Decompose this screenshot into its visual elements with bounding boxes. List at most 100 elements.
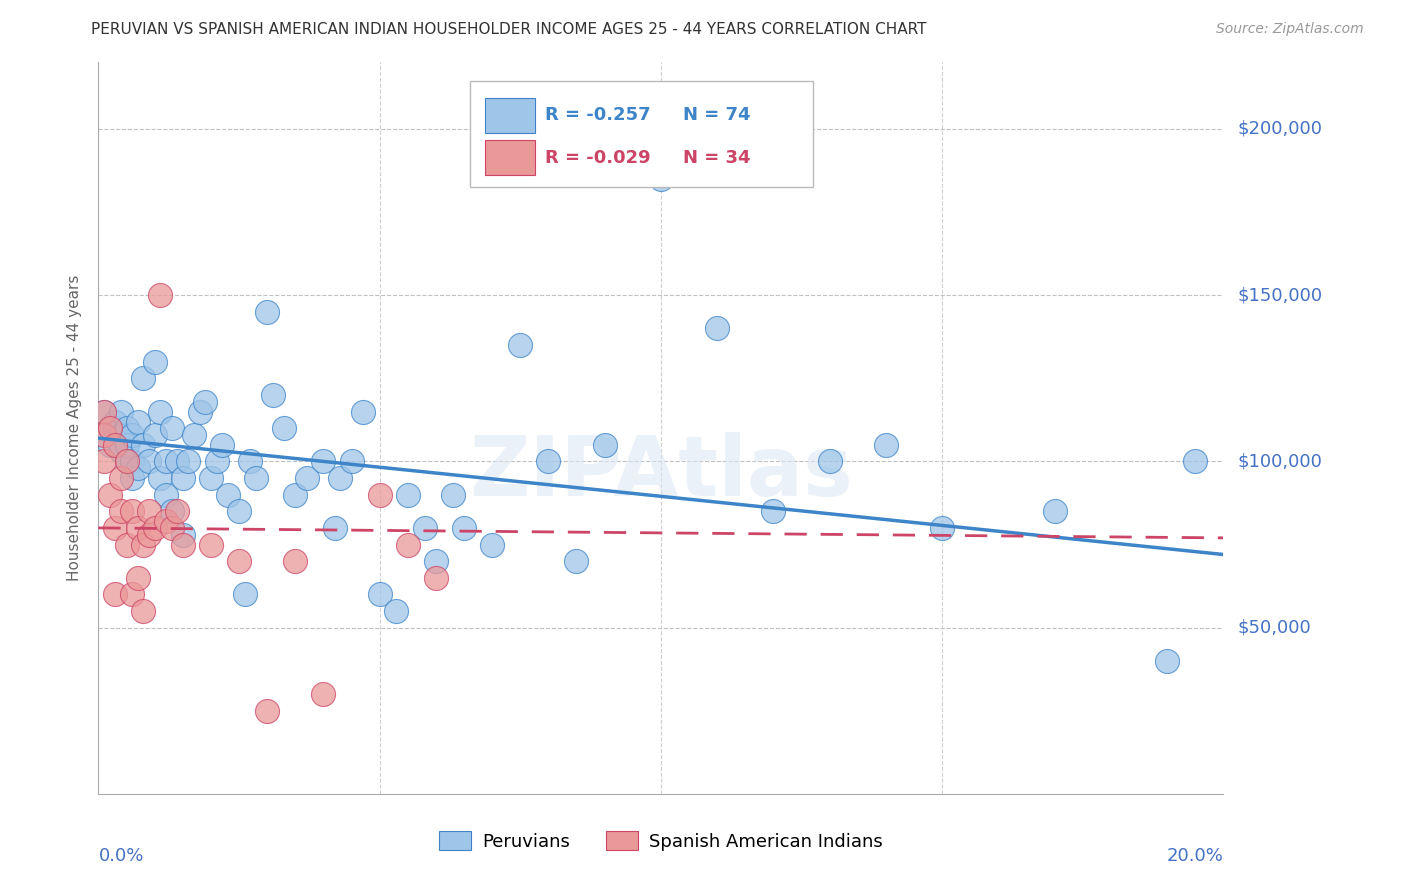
Point [385,604,408,618]
Point [284,554,307,568]
Point [188,404,211,418]
Text: R = -0.029: R = -0.029 [546,149,651,167]
Point [104,587,127,601]
Point [155,514,177,528]
Point [245,471,267,485]
Point [172,537,194,551]
Point [127,521,149,535]
Point [149,471,172,485]
Point [132,537,155,551]
Point [593,438,616,452]
Point [121,427,143,442]
Point [295,471,318,485]
Point [818,454,841,468]
Point [98,421,121,435]
Point [183,427,205,442]
Point [1043,504,1066,518]
Point [425,571,447,585]
Text: 0.0%: 0.0% [98,847,143,865]
Point [132,438,155,452]
Point [155,488,177,502]
Point [256,305,278,319]
Point [115,421,138,435]
Point [127,415,149,429]
Point [481,537,503,551]
Point [284,488,307,502]
Point [200,471,222,485]
Point [138,504,160,518]
Point [368,488,391,502]
Point [115,454,138,468]
Point [172,527,194,541]
Text: 20.0%: 20.0% [1167,847,1223,865]
Text: N = 34: N = 34 [683,149,751,167]
Point [340,454,363,468]
Point [537,454,560,468]
Point [110,404,132,418]
Point [143,521,166,535]
Point [110,471,132,485]
Legend: Peruvians, Spanish American Indians: Peruvians, Spanish American Indians [432,824,890,858]
Point [194,394,217,409]
Point [115,438,138,452]
Point [706,321,728,335]
Point [127,571,149,585]
Point [98,438,121,452]
Point [93,454,115,468]
Point [98,488,121,502]
Text: ZIPAtlas: ZIPAtlas [468,432,853,513]
Point [509,338,531,352]
Text: $50,000: $50,000 [1237,619,1310,637]
Text: PERUVIAN VS SPANISH AMERICAN INDIAN HOUSEHOLDER INCOME AGES 25 - 44 YEARS CORREL: PERUVIAN VS SPANISH AMERICAN INDIAN HOUS… [91,22,927,37]
Point [121,471,143,485]
Point [98,421,121,435]
Point [312,454,335,468]
Point [228,504,250,518]
Point [104,431,127,445]
Point [262,388,284,402]
Point [256,704,278,718]
Point [160,504,183,518]
Point [273,421,295,435]
Point [200,537,222,551]
Point [413,521,436,535]
Point [1184,454,1206,468]
Point [425,554,447,568]
Point [166,454,188,468]
Point [177,454,200,468]
Point [396,488,419,502]
Text: $200,000: $200,000 [1237,120,1322,138]
Point [138,527,160,541]
Text: $150,000: $150,000 [1237,286,1322,304]
Point [104,415,127,429]
Point [132,604,155,618]
Point [762,504,785,518]
Point [396,537,419,551]
Text: Source: ZipAtlas.com: Source: ZipAtlas.com [1216,22,1364,37]
Point [127,461,149,475]
Point [93,404,115,418]
Point [104,438,127,452]
Point [115,537,138,551]
Point [160,521,183,535]
Point [160,421,183,435]
Point [650,171,672,186]
Point [143,354,166,368]
Point [138,454,160,468]
Point [132,371,155,385]
Y-axis label: Householder Income Ages 25 - 44 years: Householder Income Ages 25 - 44 years [66,275,82,582]
Point [233,587,256,601]
Point [205,454,228,468]
Point [110,427,132,442]
Point [1156,654,1178,668]
Point [93,427,115,442]
Point [217,488,239,502]
Point [104,521,127,535]
Point [323,521,346,535]
Point [149,404,172,418]
Point [121,454,143,468]
Point [110,444,132,458]
Point [115,454,138,468]
Point [368,587,391,601]
Text: $100,000: $100,000 [1237,452,1322,470]
